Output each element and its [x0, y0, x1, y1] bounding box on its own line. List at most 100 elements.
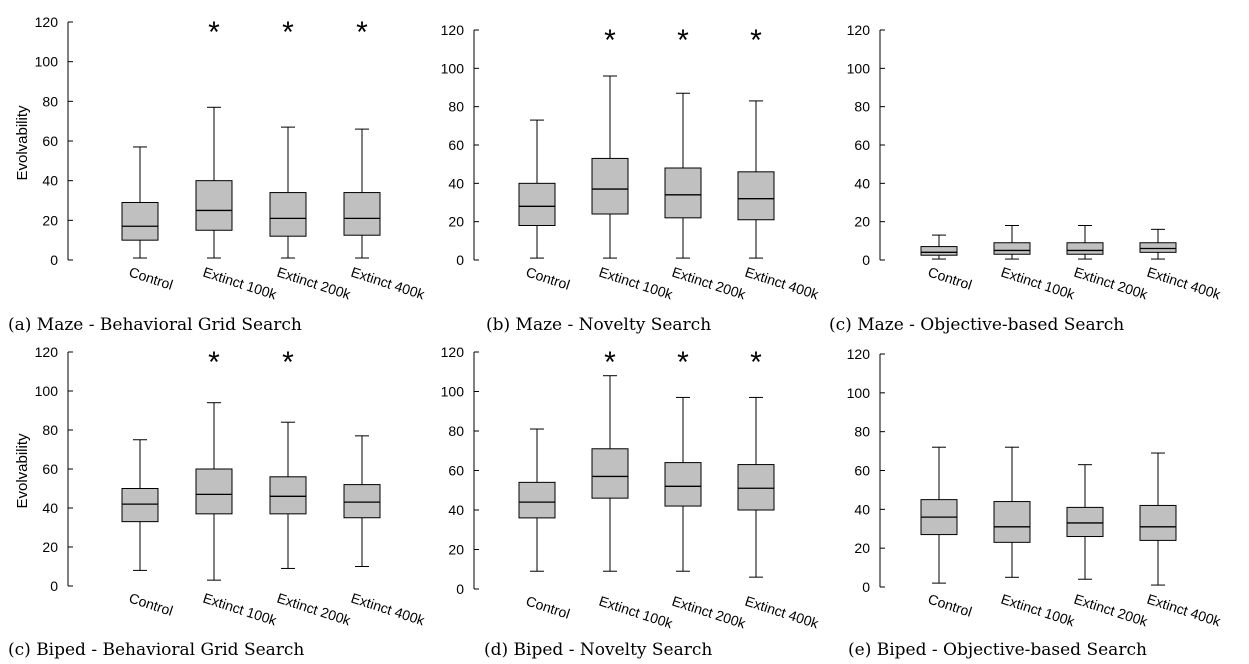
category-label: Control: [127, 590, 175, 619]
y-tick-label: 20: [42, 539, 58, 555]
box-extinct-100k: *: [195, 346, 233, 581]
box-extinct-200k: [1066, 464, 1104, 580]
category-label: Control: [524, 593, 572, 622]
y-tick-label: 100: [441, 60, 465, 76]
y-tick-label: 100: [441, 384, 465, 400]
box-extinct-100k: [993, 225, 1031, 260]
y-tick-label: 100: [35, 54, 59, 70]
iqr-box: [737, 464, 775, 511]
significance-marker: *: [677, 24, 689, 57]
y-tick-label: 120: [35, 14, 59, 30]
category-label: Extinct 100k: [999, 264, 1077, 303]
category-label: Extinct 400k: [349, 264, 427, 303]
box-extinct-400k: *: [737, 24, 775, 259]
significance-marker: *: [208, 16, 220, 49]
box-extinct-400k: *: [343, 16, 381, 259]
y-tick-label: 20: [448, 214, 464, 230]
box-extinct-100k: *: [591, 346, 629, 572]
y-tick-label: 120: [441, 22, 465, 38]
box-extinct-200k: *: [269, 16, 307, 259]
panel-1: 0 20 40 60 80 100 120 Evolvability Control * Extin…: [8, 14, 427, 335]
iqr-box: [121, 201, 159, 241]
category-label: Control: [127, 264, 175, 293]
iqr-box: [1066, 506, 1104, 538]
panel-caption: (c) Biped - Behavioral Grid Search: [8, 640, 304, 660]
category-label: Extinct 400k: [1145, 591, 1223, 630]
y-tick-label: 120: [441, 344, 465, 360]
category-label: Extinct 400k: [743, 264, 821, 303]
y-tick-label: 80: [448, 99, 464, 115]
category-label: Extinct 400k: [1145, 264, 1223, 303]
significance-marker: *: [282, 346, 294, 379]
y-tick-label: 40: [42, 500, 58, 516]
y-tick-label: 40: [854, 501, 870, 517]
iqr-box: [1139, 242, 1177, 253]
y-tick-label: 100: [847, 60, 871, 76]
y-tick-label: 100: [35, 383, 59, 399]
category-label: Extinct 100k: [597, 264, 675, 303]
y-tick-label: 100: [847, 385, 871, 401]
iqr-box: [195, 468, 233, 515]
y-tick-label: 20: [42, 212, 58, 228]
significance-marker: *: [604, 24, 616, 57]
box-extinct-200k: *: [664, 346, 702, 572]
y-tick-label: 80: [42, 422, 58, 438]
iqr-box: [269, 192, 307, 237]
y-tick-label: 0: [862, 252, 870, 268]
box-extinct-200k: *: [269, 346, 307, 569]
box-extinct-200k: [1066, 225, 1104, 260]
significance-marker: *: [750, 346, 762, 379]
category-label: Extinct 200k: [670, 593, 748, 632]
significance-marker: *: [750, 24, 762, 57]
category-label: Extinct 100k: [201, 590, 279, 629]
y-axis-label: Evolvability: [14, 433, 31, 509]
category-label: Extinct 200k: [275, 264, 353, 303]
box-control: [518, 428, 556, 572]
iqr-box: [1139, 504, 1177, 541]
category-label: Extinct 400k: [743, 593, 821, 632]
iqr-box: [664, 167, 702, 219]
box-extinct-400k: [343, 435, 381, 567]
category-label: Extinct 100k: [597, 593, 675, 632]
y-tick-label: 20: [854, 214, 870, 230]
box-control: [920, 234, 958, 260]
category-label: Extinct 200k: [670, 264, 748, 303]
y-tick-label: 40: [448, 502, 464, 518]
box-extinct-100k: *: [591, 24, 629, 259]
box-control: [518, 119, 556, 259]
box-extinct-100k: [993, 446, 1031, 578]
y-tick-label: 80: [42, 93, 58, 109]
y-tick-label: 80: [854, 99, 870, 115]
panel-caption: (e) Biped - Objective-based Search: [848, 640, 1147, 660]
iqr-box: [993, 242, 1031, 255]
y-tick-label: 120: [35, 344, 59, 360]
iqr-box: [269, 476, 307, 515]
significance-marker: *: [604, 346, 616, 379]
category-label: Extinct 100k: [999, 591, 1077, 630]
box-control: [920, 446, 958, 584]
y-tick-label: 0: [50, 252, 58, 268]
box-control: [121, 439, 159, 571]
y-tick-label: 20: [448, 542, 464, 558]
panel-caption: (b) Maze - Novelty Search: [486, 315, 711, 335]
significance-marker: *: [208, 346, 220, 379]
iqr-box: [737, 171, 775, 221]
box-extinct-100k: *: [195, 16, 233, 259]
significance-marker: *: [282, 16, 294, 49]
iqr-box: [1066, 242, 1104, 255]
category-label: Control: [926, 591, 974, 620]
iqr-box: [121, 488, 159, 523]
y-tick-label: 60: [42, 133, 58, 149]
significance-marker: *: [677, 346, 689, 379]
iqr-box: [591, 157, 629, 215]
iqr-box: [343, 484, 381, 519]
panel-2: 0 20 40 60 80 100 120 Control * Extinct 100k * Exti…: [441, 22, 822, 335]
y-tick-label: 0: [456, 252, 464, 268]
panel-caption: (c) Maze - Objective-based Search: [829, 315, 1124, 335]
y-tick-label: 0: [50, 578, 58, 594]
y-tick-label: 120: [847, 346, 871, 362]
panel-4: 0 20 40 60 80 100 120 Evolvability Control * Extin…: [8, 344, 427, 660]
y-tick-label: 60: [42, 461, 58, 477]
